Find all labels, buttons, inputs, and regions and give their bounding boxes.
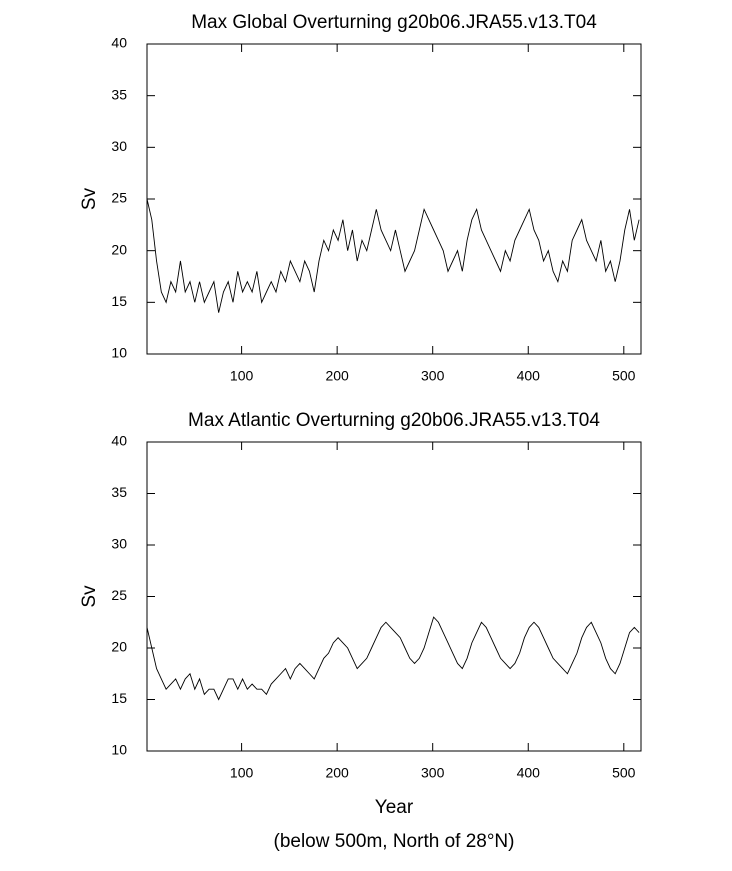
y-tick-label: 30 <box>111 536 127 552</box>
x-tick-label: 400 <box>517 765 541 781</box>
x-tick-label: 200 <box>325 765 349 781</box>
y-tick-label: 35 <box>111 86 127 102</box>
y-tick-label: 15 <box>111 293 127 309</box>
y-tick-label: 20 <box>111 639 127 655</box>
y-tick-label: 25 <box>111 190 127 206</box>
y-tick-label: 20 <box>111 241 127 257</box>
chart-title: Max Atlantic Overturning g20b06.JRA55.v1… <box>188 410 600 431</box>
y-tick-label: 10 <box>111 345 127 361</box>
y-tick-label: 40 <box>111 433 127 449</box>
y-tick-label: 10 <box>111 742 127 758</box>
x-tick-label: 100 <box>230 368 254 384</box>
data-line <box>146 616 640 701</box>
x-tick-label: 500 <box>612 368 636 384</box>
y-tick-label: 25 <box>111 587 127 603</box>
chart-title: Max Global Overturning g20b06.JRA55.v13.… <box>191 12 597 33</box>
y-axis-label: Sv <box>79 585 100 608</box>
y-tick-label: 15 <box>111 690 127 706</box>
data-line <box>146 198 640 313</box>
x-axis-label: Year <box>375 797 414 818</box>
x-tick-label: 500 <box>612 765 636 781</box>
x-tick-label: 300 <box>421 368 445 384</box>
y-tick-label: 30 <box>111 138 127 154</box>
plot-frame <box>146 441 642 752</box>
x-tick-label: 200 <box>325 368 349 384</box>
x-tick-label: 400 <box>517 368 541 384</box>
note: (below 500m, North of 28°N) <box>274 831 515 852</box>
x-tick-label: 300 <box>421 765 445 781</box>
plot-frame <box>146 43 642 355</box>
y-tick-label: 35 <box>111 484 127 500</box>
y-tick-label: 40 <box>111 35 127 51</box>
y-axis-label: Sv <box>79 187 100 210</box>
x-tick-label: 100 <box>230 765 254 781</box>
